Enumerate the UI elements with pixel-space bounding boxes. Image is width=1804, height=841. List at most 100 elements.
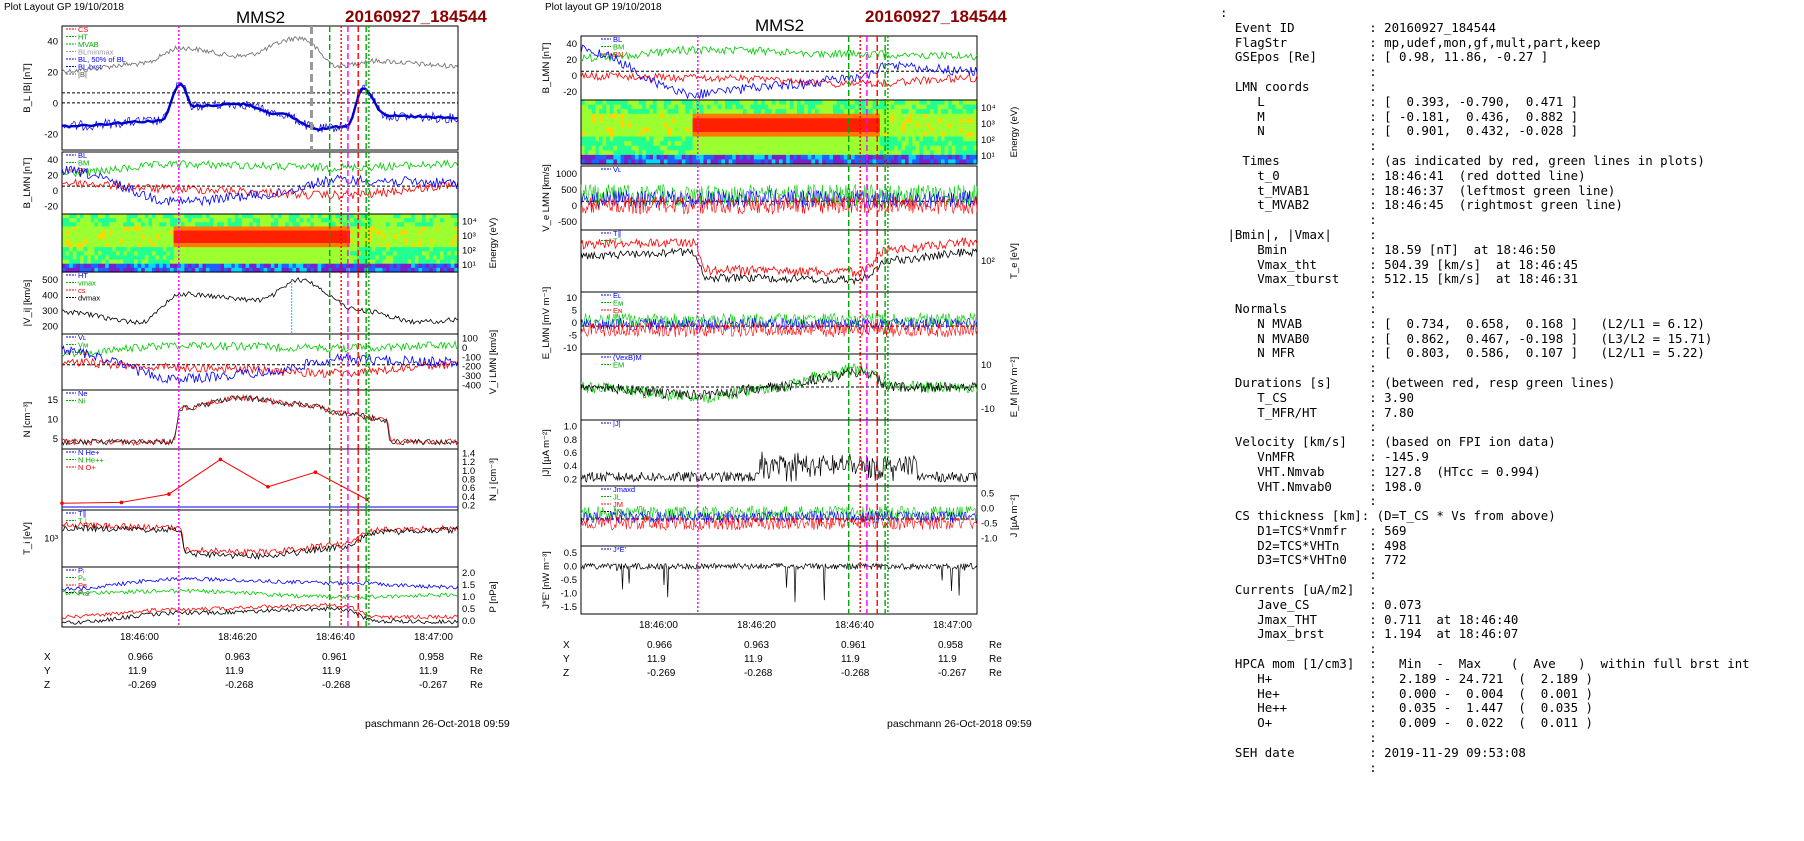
- left-p4-legend-item-2: cs: [78, 286, 86, 295]
- mid-pos-cell: -0.269: [647, 668, 676, 679]
- left-p1-tick-0: 40: [47, 37, 58, 48]
- summary-line: O+ : 0.009 - 0.022 ( 0.011 ): [1220, 715, 1593, 731]
- summary-line: :: [1220, 759, 1377, 775]
- mid-p1-legend-item-0: BL: [613, 35, 622, 44]
- left-pos-cell: 0.958: [419, 652, 445, 663]
- left-p8-series-Tpar: [61, 521, 459, 557]
- summary-line: :: [1220, 138, 1377, 154]
- left-p7-point-2: [167, 492, 171, 496]
- mid-p5-series-red: [580, 322, 978, 338]
- left-p7-tick-0: 1.4: [462, 448, 475, 459]
- mid-p7-series-J: [580, 451, 978, 483]
- event-title: 20160927_184544: [345, 7, 487, 26]
- left-p2-tick-2: 0: [53, 186, 58, 197]
- left-p7-point-3: [218, 457, 223, 462]
- left-p1-legend-item-0: CS: [78, 25, 88, 34]
- left-p7-tick-1: 1.2: [462, 457, 475, 468]
- left-p2-series-L: [61, 165, 459, 207]
- mid-p6-series-EM: [580, 362, 978, 404]
- left-time-label: 18:46:20: [218, 632, 257, 643]
- left-p2-legend-item-2: BN: [78, 166, 88, 175]
- left-p4-legend-item-3: dvmax: [78, 294, 100, 303]
- left-pos-cell: -0.267: [419, 680, 448, 691]
- summary-line: VHT.Nmvab0 : 198.0: [1220, 478, 1422, 494]
- left-p9-series-PB: [61, 576, 459, 592]
- mid-p3-tick-0: 1000: [556, 169, 577, 180]
- left-p5-tick-1: 0: [462, 343, 467, 354]
- mid-p8-legend-item-0: Jmaxd: [613, 485, 635, 494]
- mid-p7-legend-item-0: |J|: [613, 419, 621, 428]
- mid-time-label: 18:47:00: [933, 620, 972, 631]
- left-p1-tick-2: 0: [53, 99, 58, 110]
- mid-p1-ylabel: B_LMN [nT]: [541, 43, 552, 94]
- summary-line: N MFR : [ 0.803, 0.586, 0.107 ] (L2/L1 =…: [1220, 345, 1705, 361]
- summary-line: FlagStr : mp,udef,mon,gf,mult,part,keep: [1220, 34, 1601, 50]
- left-p9-tick-2: 1.0: [462, 592, 475, 603]
- left-p7-point-0: [60, 501, 64, 505]
- left-pos-cell: 0.961: [322, 652, 348, 663]
- summary-line: Times : (as indicated by red, green line…: [1220, 152, 1705, 168]
- summary-line: He++ : 0.035 - 1.447 ( 0.035 ): [1220, 700, 1593, 716]
- left-p1-legend-item-4: BL, 50% of BL: [78, 55, 126, 64]
- mid-p7-tick-3: 0.4: [564, 461, 577, 472]
- left-plot-column: Plot Layout GP 19/10/2018 MMS2 20160927_…: [0, 0, 560, 841]
- left-p3-tick-1: 10³: [462, 231, 476, 242]
- left-p2-tick-1: 20: [47, 170, 58, 181]
- summary-line: Currents [uA/m2] :: [1220, 582, 1377, 598]
- left-p1-series-BLbrst: [61, 82, 459, 133]
- mid-pos-cell: -0.267: [938, 668, 967, 679]
- left-p1-legend-item-2: MVAB: [78, 40, 99, 49]
- summary-line: t_MVAB2 : 18:46:45 (rightmost green line…: [1220, 197, 1623, 213]
- mid-p8-tick-2: -0.5: [981, 519, 997, 530]
- left-p5-legend-item-2: Vɴ: [78, 348, 87, 357]
- left-p8-ylabel: T_i [eV]: [22, 522, 33, 555]
- left-pos-cell: -0.269: [128, 680, 157, 691]
- mid-p3-series-blue: [580, 189, 978, 210]
- left-pos-row-name: X: [44, 652, 51, 663]
- left-p9-series-Pi: [61, 602, 459, 620]
- left-p6-series-Ne: [61, 394, 459, 447]
- left-pos-cell: 0.963: [225, 652, 251, 663]
- mid-p7-tick-1: 0.8: [564, 435, 577, 446]
- mid-p9-tick-0: 0.5: [564, 548, 577, 559]
- summary-line: Jave_CS : 0.073: [1220, 596, 1422, 612]
- left-pos-row-name: Z: [44, 680, 51, 691]
- summary-line: M : [ -0.181, 0.436, 0.882 ]: [1220, 108, 1579, 124]
- left-p7-point-1: [119, 500, 124, 505]
- summary-line: He+ : 0.000 - 0.004 ( 0.001 ): [1220, 685, 1593, 701]
- mid-p3-legend-item-0: Vʟ: [613, 165, 621, 174]
- mid-pos-row-name: Y: [563, 654, 570, 665]
- left-p7-tick-5: 0.4: [462, 492, 475, 503]
- mid-p7-tick-2: 0.6: [564, 448, 577, 459]
- summary-line: Normals :: [1220, 300, 1377, 316]
- left-p9-series-Ptot: [61, 588, 459, 600]
- mid-p2-spectrogram: [581, 100, 978, 165]
- left-pos-cell: 11.9: [419, 666, 438, 677]
- left-pos-unit: Re: [470, 666, 483, 677]
- left-p5-legend-item-0: Vʟ: [78, 333, 86, 342]
- mid-p8-tick-1: 0.0: [981, 504, 994, 515]
- mid-p1-series-BM: [580, 45, 978, 63]
- left-p1-ylabel: B_L |B| [nT]: [22, 63, 33, 112]
- left-time-label: 18:47:00: [414, 632, 453, 643]
- left-p4-legend-item-1: vmax: [78, 279, 96, 288]
- summary-line: t_MVAB1 : 18:46:37 (leftmost green line): [1220, 182, 1616, 198]
- mid-p6-legend-item-1: EM: [613, 361, 624, 370]
- mid-pos-cell: 11.9: [744, 654, 763, 665]
- mid-p2-tick-1: 10³: [981, 119, 995, 130]
- left-p6-ylabel: N [cm⁻³]: [22, 402, 33, 438]
- mid-p4-legend-item-0: T∥: [613, 229, 621, 238]
- mid-p7-ylabel: |J| [µA m⁻²]: [541, 429, 552, 477]
- footer-credit-mid: paschmann 26-Oct-2018 09:59: [887, 718, 1032, 730]
- left-pos-cell: 11.9: [128, 666, 147, 677]
- left-p2-series-M: [61, 159, 459, 178]
- summary-line: :: [1220, 5, 1228, 20]
- summary-line: VnMFR : -145.9: [1220, 448, 1429, 464]
- mid-pos-cell: 0.961: [841, 640, 867, 651]
- summary-line: Jmax_brst : 1.194 at 18:46:07: [1220, 626, 1519, 642]
- mid-p6-series-VexB: [580, 365, 978, 401]
- left-p4-legend-item-0: HT: [78, 271, 88, 280]
- summary-line: N MVAB : [ 0.734, 0.658, 0.168 ] (L2/L1 …: [1220, 315, 1705, 331]
